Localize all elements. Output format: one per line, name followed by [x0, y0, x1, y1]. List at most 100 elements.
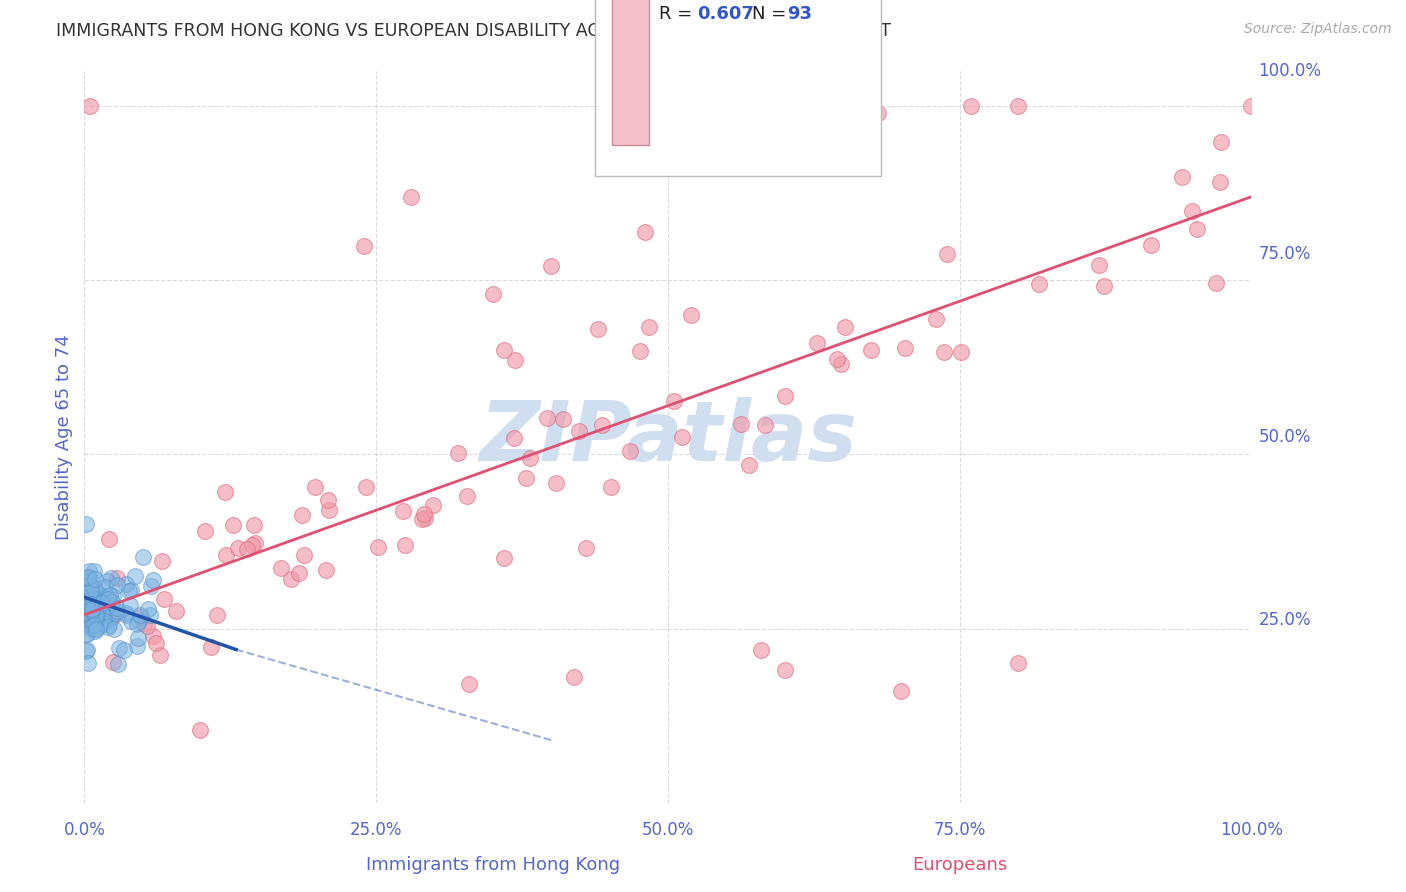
Point — [135, 618, 157, 632]
Point — [77, 603, 100, 617]
Point — [86, 599, 108, 614]
Point — [138, 608, 160, 623]
Point — [141, 579, 163, 593]
Point — [79, 99, 101, 113]
Point — [318, 492, 340, 507]
Point — [76, 657, 98, 671]
Text: 25.0%: 25.0% — [350, 821, 402, 838]
Point — [97, 617, 120, 632]
Point — [118, 583, 141, 598]
Point — [730, 417, 752, 431]
Point — [84, 592, 107, 607]
Point — [97, 600, 120, 615]
Point — [83, 572, 105, 586]
Point — [1087, 258, 1109, 272]
Point — [75, 627, 97, 641]
Point — [83, 618, 105, 632]
Point — [86, 585, 108, 599]
Text: Europeans: Europeans — [912, 856, 1007, 874]
Point — [226, 541, 249, 556]
Point — [120, 614, 142, 628]
Point — [834, 320, 856, 334]
Point — [79, 597, 101, 611]
Point — [564, 670, 586, 684]
Point — [84, 613, 107, 627]
Point — [100, 588, 122, 602]
Point — [754, 418, 776, 433]
Point — [544, 476, 567, 491]
Point — [93, 614, 115, 628]
Point — [76, 570, 98, 584]
Point — [115, 577, 138, 591]
Point — [97, 620, 120, 634]
Point — [600, 480, 623, 494]
Text: IMMIGRANTS FROM HONG KONG VS EUROPEAN DISABILITY AGE 65 TO 74 CORRELATION CHART: IMMIGRANTS FROM HONG KONG VS EUROPEAN DI… — [56, 22, 891, 40]
Point — [671, 430, 693, 444]
Point — [859, 343, 882, 357]
Text: R =: R = — [658, 4, 703, 23]
Point — [825, 352, 848, 367]
Point — [236, 542, 259, 557]
Point — [129, 607, 152, 622]
Point — [75, 644, 97, 658]
Point — [89, 616, 111, 631]
Text: ZIPatlas: ZIPatlas — [479, 397, 856, 477]
Point — [94, 601, 117, 615]
Point — [153, 591, 176, 606]
Text: 50.0%: 50.0% — [1258, 428, 1310, 446]
Point — [75, 571, 97, 585]
Point — [280, 572, 302, 586]
Text: 50.0%: 50.0% — [641, 821, 695, 838]
Point — [120, 583, 142, 598]
Point — [87, 609, 110, 624]
Point — [101, 655, 124, 669]
Point — [80, 602, 103, 616]
Point — [83, 564, 105, 578]
Point — [458, 677, 481, 691]
Point — [76, 627, 98, 641]
Point — [1007, 657, 1029, 671]
Point — [138, 602, 160, 616]
Point — [93, 610, 115, 624]
Point — [494, 343, 516, 357]
Point — [415, 510, 437, 524]
Point — [96, 591, 118, 606]
Point — [240, 538, 263, 552]
Point — [188, 723, 211, 737]
Point — [367, 540, 389, 554]
Point — [638, 320, 661, 334]
Point — [84, 605, 107, 619]
Point — [76, 591, 98, 605]
Point — [100, 571, 122, 585]
Point — [79, 578, 101, 592]
Point — [353, 238, 375, 252]
Point — [105, 577, 128, 591]
Point — [80, 607, 103, 622]
Point — [83, 593, 105, 607]
Point — [124, 569, 146, 583]
Point — [568, 425, 591, 439]
Point — [207, 608, 229, 623]
Point — [76, 607, 98, 621]
Point — [80, 589, 103, 603]
Point — [540, 260, 562, 274]
Point — [105, 604, 128, 618]
Point — [503, 431, 526, 445]
Point — [628, 343, 651, 358]
Point — [125, 639, 148, 653]
Point — [127, 632, 149, 646]
Text: Source: ZipAtlas.com: Source: ZipAtlas.com — [1244, 22, 1392, 37]
Point — [1205, 276, 1227, 290]
Point — [243, 518, 266, 533]
Point — [75, 593, 97, 607]
Point — [214, 485, 236, 500]
Text: 75.0%: 75.0% — [934, 821, 986, 838]
Point — [115, 606, 138, 620]
Point — [128, 614, 150, 628]
Point — [481, 287, 505, 301]
Point — [96, 592, 118, 607]
Point — [890, 684, 912, 698]
Point — [83, 581, 105, 595]
Point — [108, 641, 131, 656]
Point — [75, 587, 97, 601]
